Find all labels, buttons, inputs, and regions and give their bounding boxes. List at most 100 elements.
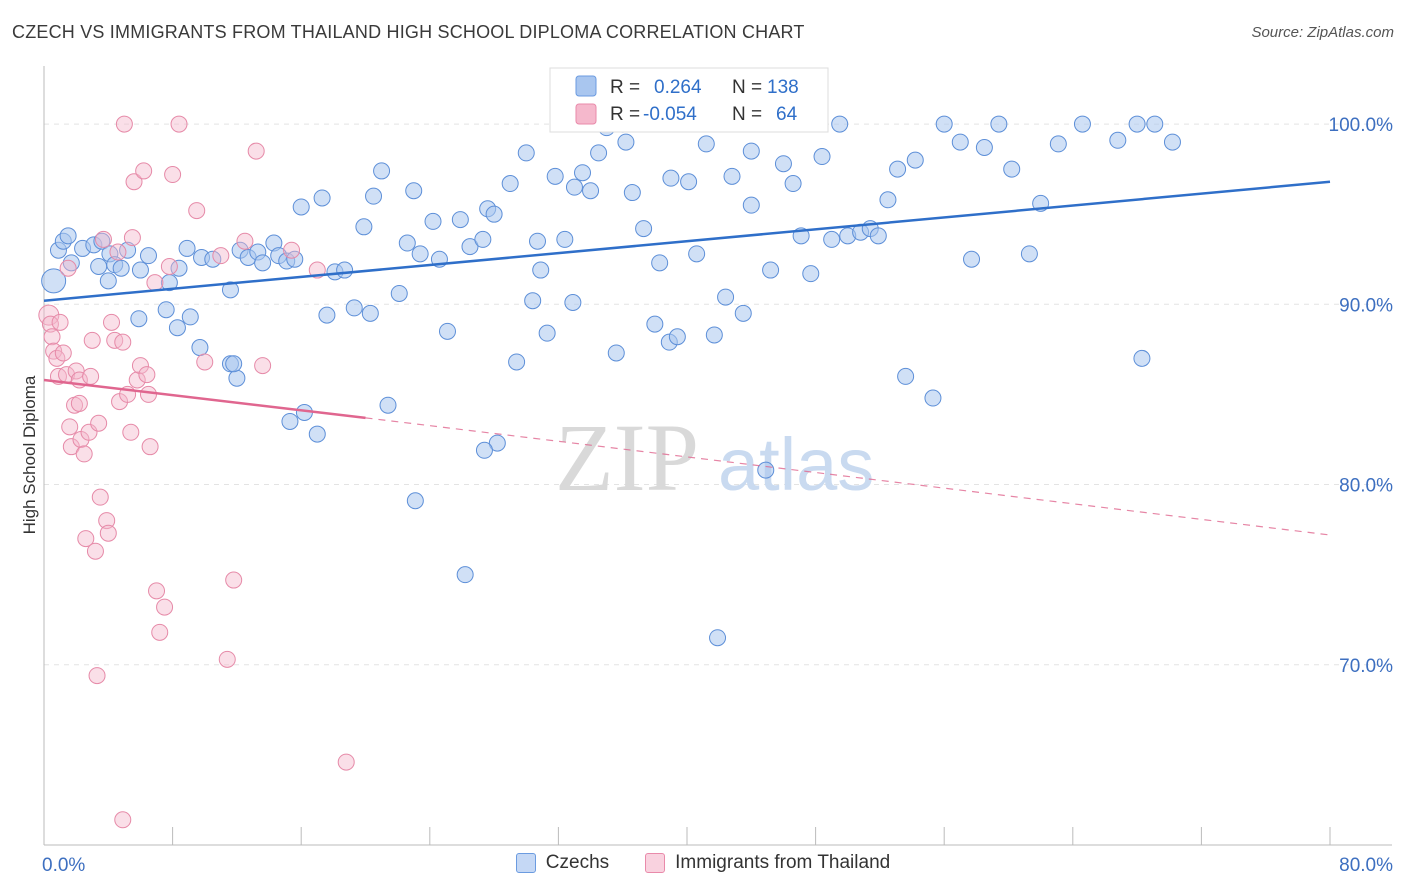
- chart-title: CZECH VS IMMIGRANTS FROM THAILAND HIGH S…: [12, 22, 805, 42]
- legend-swatch-czechs: [575, 75, 597, 97]
- axes: [43, 66, 1392, 846]
- point-thailand: [91, 488, 109, 506]
- point-thailand: [82, 367, 100, 385]
- point-czechs: [178, 239, 196, 257]
- legend-stats: R = 0.264 N = 138 R = -0.054 N = 64: [549, 67, 829, 133]
- point-czechs: [709, 629, 727, 647]
- point-czechs: [582, 182, 600, 200]
- point-czechs: [204, 250, 222, 268]
- point-czechs: [1163, 133, 1181, 151]
- point-thailand: [98, 512, 116, 530]
- point-czechs: [524, 292, 542, 310]
- legend-n-value-czechs: 138: [767, 77, 799, 98]
- point-thailand: [212, 247, 230, 265]
- point-czechs: [564, 294, 582, 311]
- point-thailand: [54, 344, 72, 362]
- point-czechs: [112, 259, 130, 277]
- point-czechs: [336, 261, 354, 279]
- point-czechs: [475, 441, 493, 459]
- point-czechs: [90, 257, 108, 275]
- trendline-thailand: [43, 378, 366, 420]
- point-thailand: [59, 259, 77, 277]
- point-thailand: [225, 571, 243, 589]
- point-czechs: [308, 425, 326, 443]
- point-thailand: [139, 385, 157, 403]
- point-czechs: [41, 268, 67, 294]
- point-czechs: [1049, 135, 1067, 153]
- point-czechs: [717, 288, 735, 306]
- point-czechs: [723, 167, 741, 185]
- point-czechs: [1133, 349, 1151, 367]
- point-czechs: [651, 254, 669, 272]
- point-czechs: [831, 115, 849, 133]
- point-czechs: [345, 299, 363, 317]
- point-thailand: [114, 333, 132, 351]
- tick-labels: 100.0% 90.0% 80.0% 70.0% 0.0% 80.0%: [42, 115, 1393, 876]
- point-czechs: [951, 133, 969, 151]
- y-tick-label: 100.0%: [1329, 115, 1394, 136]
- legend-label-thailand: Immigrants from Thailand: [675, 852, 891, 873]
- point-czechs: [742, 142, 760, 160]
- point-czechs: [565, 178, 583, 196]
- legend-r-value-thailand: -0.054: [643, 104, 697, 125]
- point-czechs: [406, 492, 424, 510]
- point-thailand: [141, 438, 159, 456]
- point-czechs: [668, 328, 686, 346]
- y-tick-label: 80.0%: [1339, 476, 1393, 497]
- legend-r-label-thailand: R =: [610, 104, 640, 125]
- point-czechs: [590, 144, 608, 162]
- point-thailand: [148, 582, 166, 600]
- point-thailand: [83, 331, 101, 349]
- point-czechs: [474, 230, 492, 248]
- point-thailand: [138, 366, 156, 384]
- point-czechs: [424, 212, 442, 230]
- point-thailand: [115, 115, 133, 133]
- point-czechs: [574, 164, 592, 182]
- point-thailand: [122, 423, 140, 441]
- point-czechs: [975, 139, 993, 156]
- point-czechs: [623, 184, 641, 202]
- point-czechs: [485, 205, 503, 223]
- point-czechs: [1128, 115, 1146, 133]
- point-czechs: [318, 306, 336, 324]
- point-thailand: [146, 274, 164, 292]
- point-czechs: [228, 369, 246, 387]
- watermark-zip: ZIP: [555, 404, 699, 511]
- point-thailand: [99, 524, 117, 542]
- point-thailand: [43, 328, 61, 346]
- x-tick-label: 0.0%: [42, 855, 85, 876]
- point-czechs: [823, 230, 841, 248]
- point-czechs: [373, 162, 391, 180]
- trendline-czechs: [43, 180, 1331, 302]
- point-thailand: [164, 166, 182, 184]
- point-czechs: [191, 339, 209, 357]
- legend-series: Czechs Immigrants from Thailand: [0, 852, 1406, 874]
- point-czechs: [697, 135, 715, 153]
- point-thailand: [128, 371, 146, 389]
- point-czechs: [529, 232, 547, 250]
- point-czechs: [411, 245, 429, 263]
- point-czechs: [355, 218, 373, 236]
- point-thailand: [254, 357, 272, 375]
- legend-item-czechs: Czechs: [515, 852, 610, 874]
- point-czechs: [508, 353, 526, 371]
- point-thailand: [135, 162, 153, 180]
- point-czechs: [405, 182, 423, 200]
- x-tick-label: 80.0%: [1339, 855, 1393, 876]
- point-czechs: [869, 227, 887, 245]
- point-czechs: [532, 261, 550, 279]
- point-thailand: [109, 243, 127, 261]
- point-thailand: [131, 357, 149, 375]
- point-czechs: [181, 308, 199, 326]
- point-czechs: [813, 148, 831, 166]
- legend-n-label-czechs: N =: [732, 77, 762, 98]
- point-czechs: [538, 324, 556, 342]
- point-thailand: [337, 753, 355, 771]
- point-thailand: [123, 229, 141, 247]
- legend-label-czechs: Czechs: [545, 852, 610, 873]
- point-thailand: [188, 202, 206, 220]
- point-czechs: [906, 151, 924, 169]
- point-czechs: [546, 167, 564, 185]
- point-czechs: [62, 254, 80, 272]
